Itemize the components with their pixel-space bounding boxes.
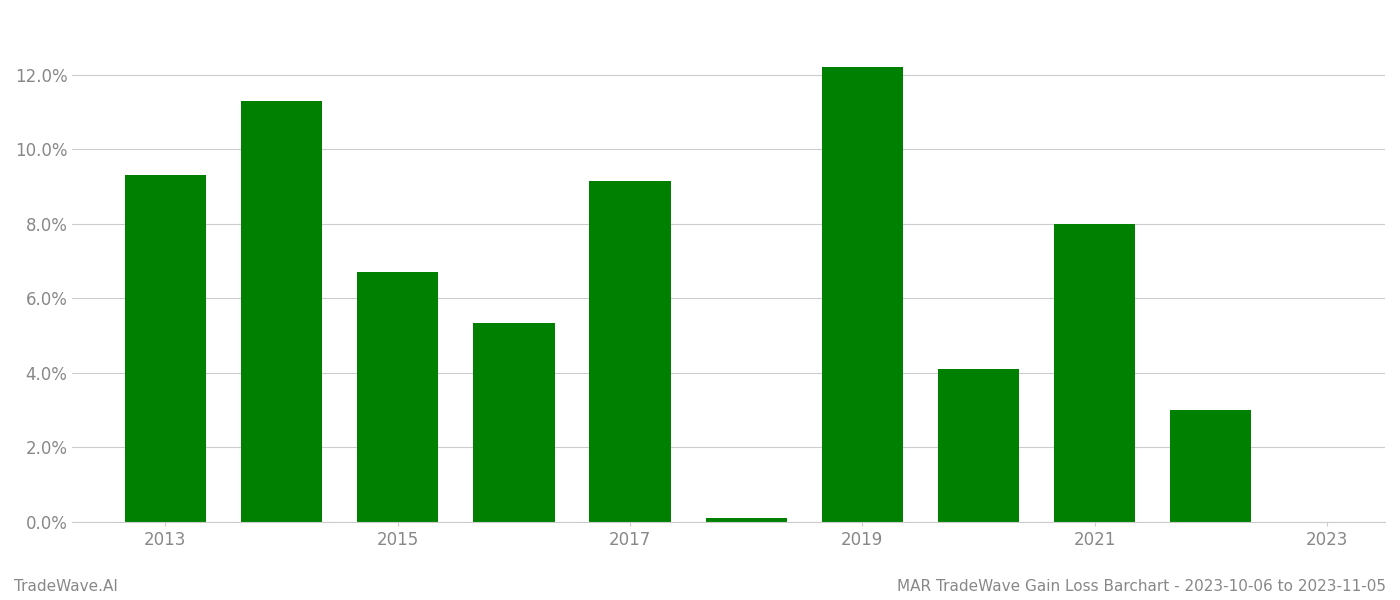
Bar [357,272,438,522]
Bar [938,369,1019,522]
Bar [241,101,322,522]
Bar [1054,224,1135,522]
Text: TradeWave.AI: TradeWave.AI [14,579,118,594]
Bar [1170,410,1252,522]
Bar [822,67,903,522]
Bar [589,181,671,522]
Bar [125,175,206,522]
Bar [473,323,554,522]
Text: MAR TradeWave Gain Loss Barchart - 2023-10-06 to 2023-11-05: MAR TradeWave Gain Loss Barchart - 2023-… [897,579,1386,594]
Bar [706,518,787,522]
